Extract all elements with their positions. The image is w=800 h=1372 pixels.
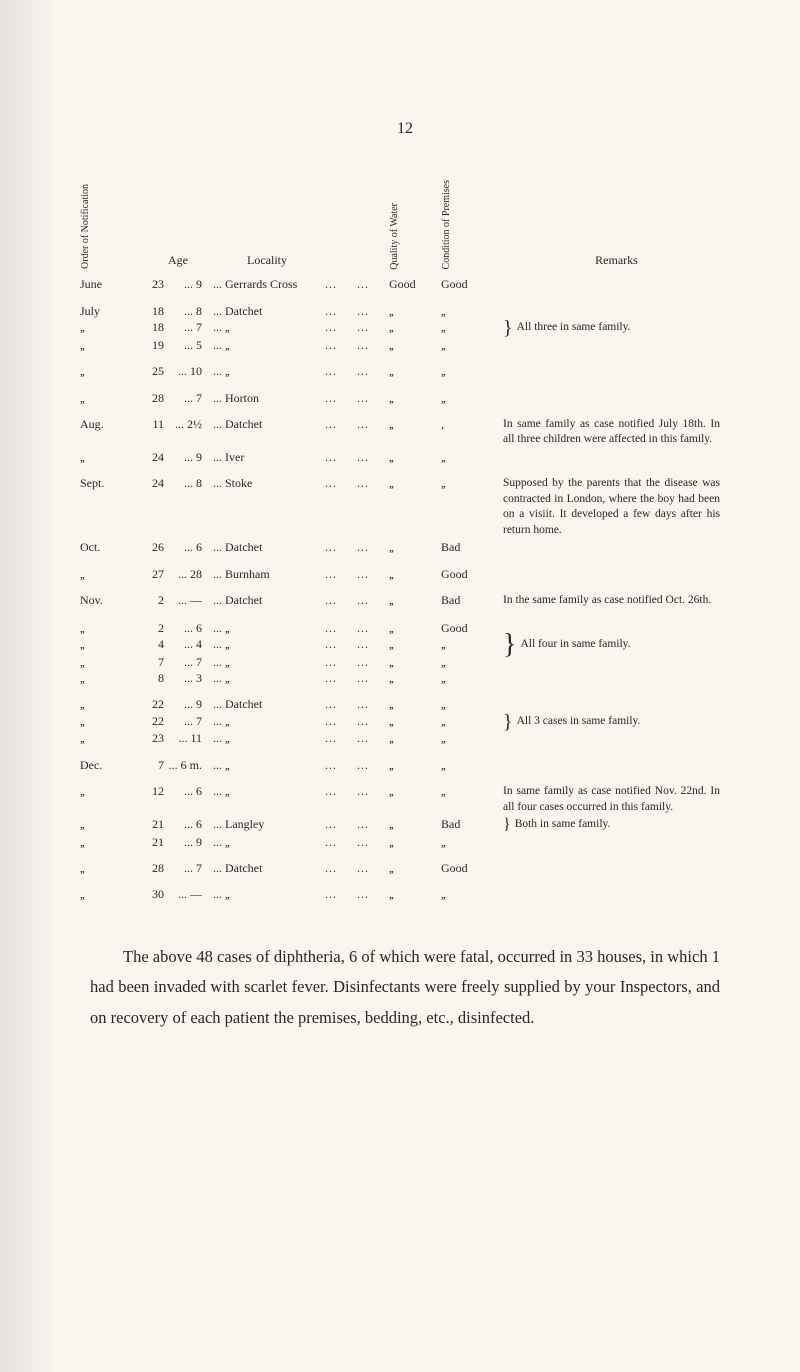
table-row: ,,24... 9... Iver......,,,, <box>80 450 730 464</box>
col-locality: Locality <box>213 253 321 269</box>
case-table: Order of Notification Age Locality Quali… <box>80 178 730 902</box>
col-order-notif: Order of Notification <box>80 182 128 269</box>
table-row: Nov.2... —... Datchet......,,BadIn the s… <box>80 593 730 609</box>
col-quality-water: Quality of Water <box>389 201 437 270</box>
table-row: ,,30... —... ,,......,,,, <box>80 887 730 901</box>
table-row: Dec.7... 6 m.... ,,......,,,, <box>80 758 730 772</box>
table-row: June23... 9... Gerrards Cross......GoodG… <box>80 277 730 291</box>
table-row: ,,19... 5... ,,......,,,, <box>80 338 730 352</box>
col-age: Age <box>168 253 202 269</box>
table-row: ,,8... 3... ,,......,,,, <box>80 671 730 685</box>
table-row: ,,21... 9... ,,......,,,, <box>80 835 730 849</box>
col-condition-premises: Condition of Premises <box>441 178 499 269</box>
page-number: 12 <box>80 120 730 138</box>
table-row: ,,28... 7... Datchet......,,Good <box>80 861 730 875</box>
table-row: ,,25... 10... ,,......,,,, <box>80 364 730 378</box>
table-row: ,,21... 6... Langley......,,Bad}Both in … <box>80 817 730 833</box>
table-row: ,,28... 7... Horton......,,,, <box>80 391 730 405</box>
table-row: July18... 8... Datchet......,,,, <box>80 304 730 318</box>
table-row: Oct.26... 6... Datchet......,,Bad <box>80 540 730 554</box>
table-header: Order of Notification Age Locality Quali… <box>80 178 730 269</box>
table-row: ,,23... 11... ,,......,,,, <box>80 731 730 745</box>
table-row: Aug.11... 2½... Datchet......,,,In same … <box>80 417 730 448</box>
summary-paragraph: The above 48 cases of diphtheria, 6 of w… <box>80 942 730 1034</box>
table-row: ,,27... 28... Burnham......,,Good <box>80 567 730 581</box>
table-row: ,,7... 7... ,,......,,,, <box>80 655 730 669</box>
table-row: ,,18... 7... ,,......,,,,}All three in s… <box>80 320 730 336</box>
table-row: ,,4... 4... ,,......,,,,}All four in sam… <box>80 637 730 653</box>
table-row: Sept.24... 8... Stoke......,,,,Supposed … <box>80 476 730 538</box>
table-row: ,,2... 6... ,,......,,Good <box>80 621 730 635</box>
col-remarks: Remarks <box>503 253 730 269</box>
table-row: ,,22... 7... ,,......,,,,}All 3 cases in… <box>80 714 730 730</box>
table-row: ,,22... 9... Datchet......,,,, <box>80 697 730 711</box>
table-row: ,,12... 6... ,,......,,,,In same family … <box>80 784 730 815</box>
